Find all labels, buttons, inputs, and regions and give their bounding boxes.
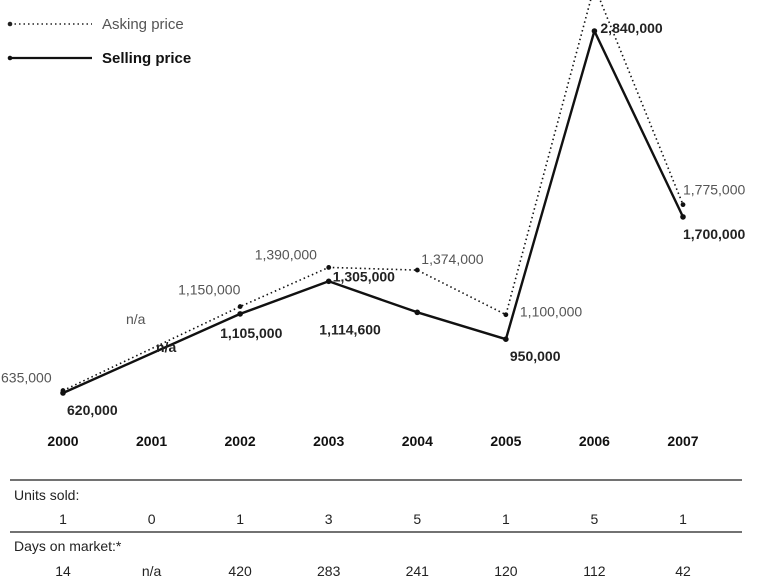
units-sold-2007: 1 [679,511,687,527]
selling-point-2000 [60,390,66,396]
units-sold-2003: 3 [325,511,333,527]
selling-label-2007: 1,700,000 [683,226,745,242]
stats-table: Units sold: 1 0 1 3 5 1 5 1 Days on market:* 14… [10,479,742,579]
days-on-market-2002: 420 [228,563,252,579]
year-label-2004: 2004 [402,433,433,449]
days-on-market-2001: n/a [142,563,162,579]
selling-label-2001: n/a [156,339,176,355]
units-sold-2001: 0 [148,511,156,527]
units-sold-row: 1 0 1 3 5 1 5 1 [59,511,687,527]
asking-point-2007 [680,202,686,208]
selling-point-2006 [591,28,598,34]
days-on-market-2005: 120 [494,563,518,579]
legend-asking-marker [7,21,13,27]
days-on-market-2007: 42 [675,563,691,579]
asking-label-2001: n/a [126,311,146,327]
selling-point-2005 [503,336,509,342]
asking-point-2005 [503,312,509,318]
legend-selling-label: Selling price [102,50,191,67]
selling-point-2002 [237,311,243,317]
asking-label-2000: 635,000 [1,370,52,386]
days-on-market-2003: 283 [317,563,341,579]
legend: Asking price Selling price [7,16,191,67]
year-label-2002: 2002 [225,433,256,449]
selling-point-2004 [414,309,421,316]
units-sold-2006: 5 [591,511,599,527]
year-label-2005: 2005 [490,433,521,449]
selling-point-2003 [325,278,332,285]
days-on-market-2000: 14 [55,563,71,579]
selling-label-2005: 950,000 [510,348,561,364]
selling-label-2006: 2,840,000 [600,20,662,36]
asking-label-2004: 1,374,000 [421,251,483,267]
asking-label-2005: 1,100,000 [520,304,582,320]
selling-label-2004: 1,114,600 [319,321,381,337]
series-points [60,28,686,396]
year-label-2003: 2003 [313,433,344,449]
year-label-2000: 2000 [47,433,78,449]
units-sold-title: Units sold: [14,487,79,503]
asking-label-2003: 1,390,000 [255,246,317,262]
data-labels: 635,000 n/a 1,150,000 1,390,000 1,374,000 1,1… [1,20,745,418]
legend-item-selling: Selling price [7,50,191,67]
legend-item-asking: Asking price [7,16,184,33]
asking-point-2003 [326,265,332,270]
asking-point-2004 [414,267,420,273]
units-sold-2000: 1 [59,511,67,527]
units-sold-2004: 5 [413,511,421,527]
selling-label-2003: 1,305,000 [333,268,395,284]
selling-label-2000: 620,000 [67,402,118,418]
asking-label-2002: 1,150,000 [178,282,240,298]
year-label-2007: 2007 [667,433,698,449]
days-on-market-row: 14 n/a 420 283 241 120 112 42 [55,563,691,579]
asking-point-2002 [237,304,243,309]
selling-label-2002: 1,105,000 [220,325,282,341]
units-sold-2005: 1 [502,511,510,527]
legend-selling-marker [7,55,13,61]
days-on-market-2006: 112 [583,563,606,579]
asking-label-2007: 1,775,000 [683,182,745,198]
legend-asking-label: Asking price [102,16,184,33]
units-sold-2002: 1 [236,511,244,527]
selling-point-2007 [680,214,686,220]
year-label-2006: 2006 [579,433,610,449]
year-label-2001: 2001 [136,433,167,449]
x-axis-labels: 2000 2001 2002 2003 2004 2005 2006 2007 [47,433,698,449]
days-on-market-title: Days on market:* [14,538,122,554]
days-on-market-2004: 241 [406,563,430,579]
